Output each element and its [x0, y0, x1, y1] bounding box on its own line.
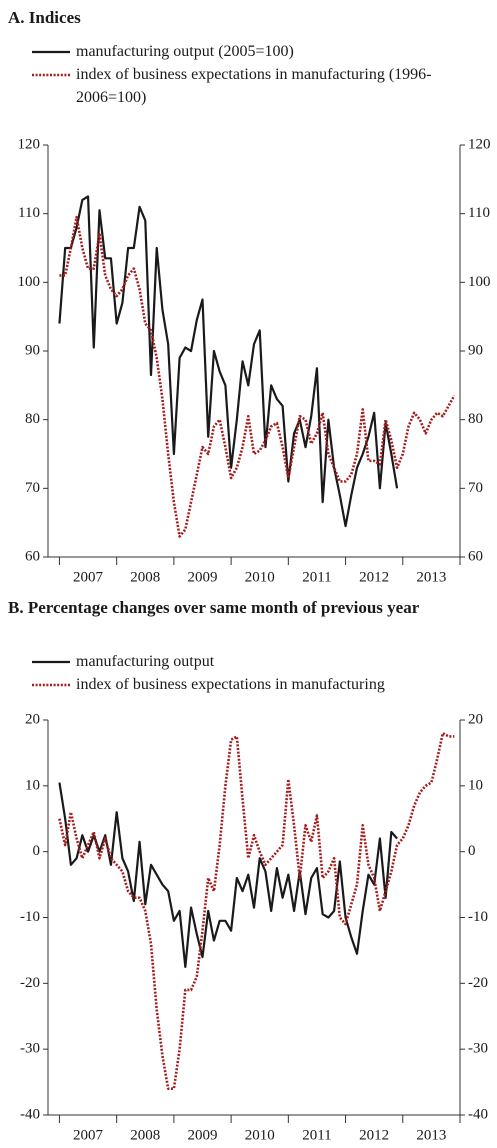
y2-tick-label: -10 — [468, 909, 488, 925]
y2-tick-label: 110 — [468, 205, 490, 221]
y2-tick-label: 20 — [468, 711, 483, 727]
legend-label: manufacturing output — [76, 653, 215, 670]
x-tick-label: 2012 — [359, 569, 389, 585]
y2-tick-label: -30 — [468, 1041, 488, 1057]
y-tick-label: 70 — [25, 480, 40, 496]
legend-item: index of business expectations in manufa… — [30, 673, 490, 696]
x-tick-label: 2013 — [416, 1127, 446, 1143]
data-line — [58, 731, 455, 1090]
legend-label: index of business expectations in manufa… — [76, 676, 385, 693]
legend-label: index of business expectations in manufa… — [76, 66, 432, 106]
legend-swatch — [32, 683, 70, 687]
x-tick-label: 2011 — [302, 1127, 331, 1143]
x-tick-label: 2009 — [188, 1127, 218, 1143]
x-tick-label: 2011 — [302, 569, 331, 585]
y-tick-label: -10 — [20, 909, 40, 925]
legend-swatch — [32, 50, 70, 54]
y-tick-label: 80 — [25, 411, 40, 427]
y-tick-label: -40 — [20, 1106, 40, 1122]
y2-tick-label: -20 — [468, 975, 488, 991]
chart-title: B. Percentage changes over same month of… — [8, 598, 420, 617]
y-tick-label: 20 — [25, 711, 40, 727]
x-tick-label: 2009 — [188, 569, 218, 585]
x-tick-label: 2008 — [130, 1127, 160, 1143]
y2-tick-label: 60 — [468, 548, 483, 564]
x-tick-label: 2008 — [130, 569, 160, 585]
y2-tick-label: 90 — [468, 342, 483, 358]
data-line — [59, 215, 456, 538]
y2-tick-label: 70 — [468, 480, 483, 496]
y-tick-label: 100 — [18, 274, 41, 290]
x-tick-label: 2010 — [245, 569, 275, 585]
y-tick-label: 60 — [25, 548, 40, 564]
y2-tick-label: 0 — [468, 843, 476, 859]
y2-tick-label: 100 — [468, 274, 491, 290]
x-tick-label: 2007 — [73, 569, 104, 585]
y-tick-label: -30 — [20, 1041, 40, 1057]
y2-tick-label: 80 — [468, 411, 483, 427]
legend-swatch — [32, 660, 70, 664]
y-tick-label: 10 — [25, 777, 40, 793]
legend-label: manufacturing output (2005=100) — [76, 43, 294, 60]
legend: manufacturing output (2005=100) index of … — [30, 40, 490, 109]
legend-item: index of business expectations in manufa… — [30, 63, 490, 109]
y2-tick-label: 10 — [468, 777, 483, 793]
data-line — [58, 195, 399, 528]
y2-tick-label: 120 — [468, 136, 491, 152]
chart-title: A. Indices — [8, 8, 81, 27]
x-tick-label: 2013 — [416, 569, 446, 585]
legend-item: manufacturing output — [30, 650, 490, 673]
data-line — [58, 782, 398, 968]
legend-swatch — [32, 73, 70, 77]
y2-tick-label: -40 — [468, 1106, 488, 1122]
x-tick-label: 2012 — [359, 1127, 389, 1143]
legend: manufacturing output index of business ex… — [30, 650, 490, 696]
legend-item: manufacturing output (2005=100) — [30, 40, 490, 63]
y-tick-label: 110 — [18, 205, 40, 221]
x-tick-label: 2010 — [245, 1127, 275, 1143]
x-tick-label: 2007 — [73, 1127, 104, 1143]
y-tick-label: 120 — [18, 136, 41, 152]
y-tick-label: 0 — [33, 843, 41, 859]
y-tick-label: 90 — [25, 342, 40, 358]
y-tick-label: -20 — [20, 975, 40, 991]
